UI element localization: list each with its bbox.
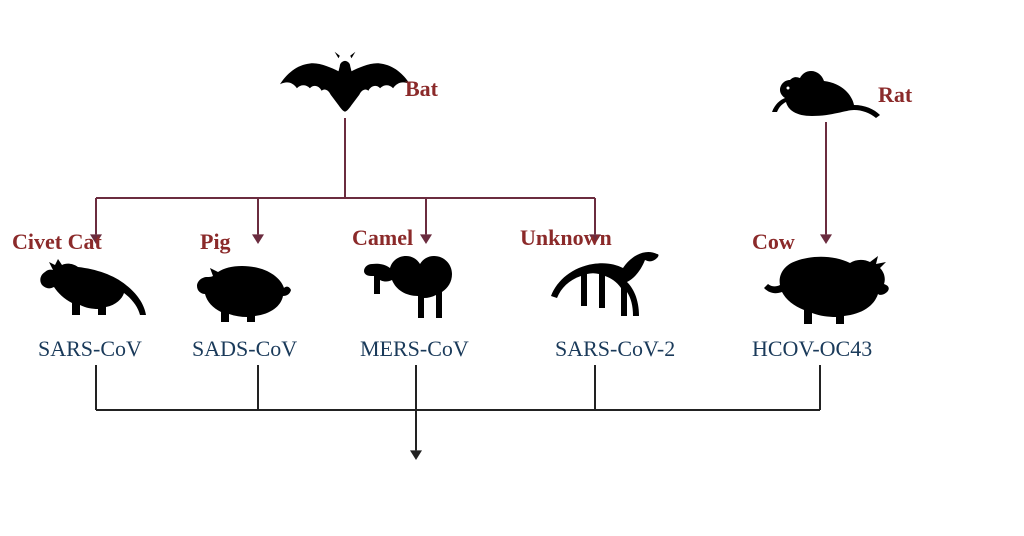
- camel-virus-label: MERS-CoV: [360, 336, 469, 362]
- unknown-animal-label: Unknown: [520, 225, 612, 251]
- unknown-animal-icon: [545, 250, 670, 325]
- rat-icon: [770, 60, 880, 120]
- pig-icon: [195, 258, 295, 323]
- rat-label: Rat: [878, 82, 912, 108]
- cow-virus-label: HCOV-OC43: [752, 336, 872, 362]
- bat-label: Bat: [405, 76, 438, 102]
- bat-icon: [280, 48, 410, 118]
- pig-animal-label: Pig: [200, 229, 231, 255]
- civet-icon: [38, 250, 148, 320]
- cow-animal-label: Cow: [752, 229, 795, 255]
- unknown-virus-label: SARS-CoV-2: [555, 336, 675, 362]
- camel-animal-label: Camel: [352, 225, 413, 251]
- camel-icon: [360, 242, 470, 322]
- pig-virus-label: SADS-CoV: [192, 336, 297, 362]
- civet-animal-label: Civet Cat: [12, 229, 102, 255]
- civet-virus-label: SARS-CoV: [38, 336, 142, 362]
- cow-icon: [760, 250, 890, 325]
